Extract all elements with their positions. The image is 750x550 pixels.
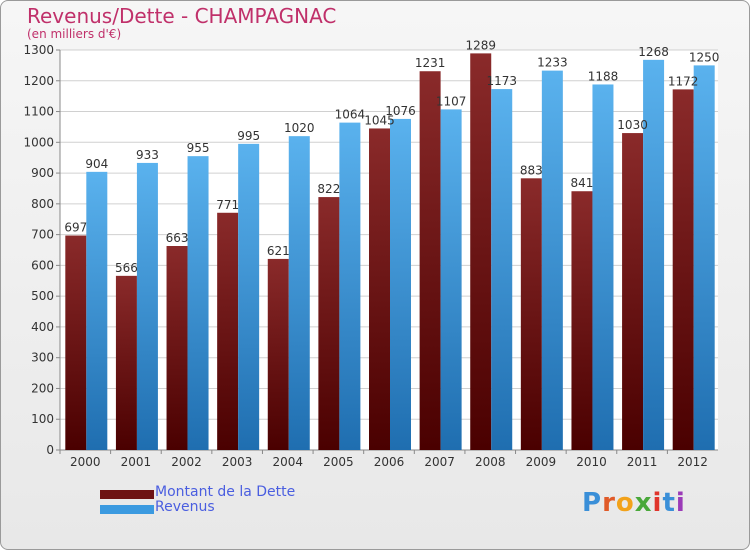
- bar-revenus: [339, 122, 361, 450]
- chart-title: Revenus/Dette - CHAMPAGNAC: [27, 4, 337, 28]
- logo-letter: P: [582, 488, 603, 518]
- bar-dette: [520, 178, 542, 451]
- bar-revenus: [86, 171, 108, 450]
- bar-revenus: [288, 136, 310, 450]
- bar-dette: [571, 191, 593, 450]
- data-label-revenus: 1076: [385, 104, 416, 118]
- x-tick-label: 2006: [374, 455, 405, 469]
- data-label-dette: 841: [571, 176, 594, 190]
- data-label-revenus: 1107: [436, 94, 467, 108]
- data-label-dette: 883: [520, 163, 543, 177]
- x-tick-label: 2011: [627, 455, 658, 469]
- y-tick-label: 1000: [23, 135, 54, 149]
- logo-letter: i: [652, 488, 663, 518]
- bar-revenus: [643, 59, 665, 450]
- bar-revenus: [541, 70, 563, 450]
- y-tick-label: 0: [46, 443, 54, 457]
- x-tick-label: 2010: [576, 455, 607, 469]
- x-tick-label: 2012: [677, 455, 708, 469]
- x-tick-label: 2003: [222, 455, 253, 469]
- data-label-dette: 621: [267, 244, 290, 258]
- bar-dette: [369, 128, 390, 450]
- x-tick-label: 2005: [323, 455, 354, 469]
- y-tick-label: 600: [31, 258, 54, 272]
- data-label-dette: 1030: [617, 118, 648, 132]
- data-label-dette: 822: [317, 182, 340, 196]
- x-tick-label: 2007: [424, 455, 455, 469]
- bar-revenus: [440, 109, 462, 450]
- chart-subtitle: (en milliers d'€): [27, 27, 122, 41]
- y-tick-label: 200: [31, 381, 54, 395]
- data-label-dette: 663: [166, 231, 189, 245]
- y-tick-label: 700: [31, 228, 54, 242]
- data-label-dette: 566: [115, 261, 138, 275]
- logo-letter: i: [675, 488, 686, 518]
- bar-revenus: [693, 65, 715, 450]
- bar-dette: [318, 197, 340, 450]
- data-label-revenus: 1188: [588, 69, 619, 83]
- data-label-revenus: 955: [187, 141, 210, 155]
- y-tick-label: 1300: [23, 43, 54, 57]
- logo-letter: x: [634, 488, 653, 518]
- logo-letter: r: [602, 488, 616, 518]
- legend-label-dette: Montant de la Dette: [155, 484, 296, 500]
- x-tick-label: 2000: [70, 455, 101, 469]
- x-tick-label: 2008: [475, 455, 506, 469]
- y-tick-label: 500: [31, 289, 54, 303]
- bar-revenus: [390, 118, 411, 450]
- bar-revenus: [491, 89, 513, 451]
- bar-dette: [217, 212, 239, 450]
- bar-revenus: [592, 84, 614, 450]
- data-label-dette: 1045: [364, 113, 395, 127]
- data-label-dette: 1231: [415, 56, 446, 70]
- data-label-revenus: 1064: [335, 108, 366, 122]
- data-label-revenus: 1020: [284, 121, 315, 135]
- data-label-revenus: 995: [237, 129, 260, 143]
- data-label-dette: 1289: [465, 38, 496, 52]
- y-tick-label: 100: [31, 412, 54, 426]
- bar-dette: [622, 133, 644, 451]
- y-tick-label: 300: [31, 351, 54, 365]
- data-label-dette: 697: [64, 221, 87, 235]
- bar-dette: [470, 53, 492, 451]
- data-label-revenus: 1268: [638, 45, 669, 59]
- legend-swatch-dette: [100, 490, 154, 499]
- y-tick-label: 900: [31, 166, 54, 180]
- y-tick-label: 800: [31, 197, 54, 211]
- bar-dette: [672, 89, 694, 450]
- bar-revenus: [238, 143, 260, 450]
- bar-dette: [65, 235, 87, 450]
- data-label-dette: 771: [216, 198, 239, 212]
- data-label-revenus: 933: [136, 148, 159, 162]
- legend-swatch-revenus: [100, 505, 154, 514]
- x-tick-label: 2009: [526, 455, 557, 469]
- bar-dette: [115, 275, 137, 450]
- x-tick-label: 2004: [272, 455, 303, 469]
- logo-letter: t: [662, 488, 676, 518]
- y-tick-label: 1200: [23, 74, 54, 88]
- x-tick-label: 2002: [171, 455, 202, 469]
- legend-label-revenus: Revenus: [155, 499, 215, 515]
- bar-revenus: [136, 162, 158, 450]
- data-label-revenus: 1250: [689, 50, 720, 64]
- proxiti-logo: Proxiti: [582, 488, 686, 518]
- bar-revenus: [187, 156, 209, 450]
- data-label-revenus: 1233: [537, 56, 568, 70]
- bar-dette: [166, 246, 188, 450]
- y-tick-label: 1100: [23, 105, 54, 119]
- x-tick-label: 2001: [121, 455, 152, 469]
- bar-dette: [419, 71, 441, 450]
- bar-dette: [267, 258, 289, 450]
- data-label-dette: 1172: [668, 74, 699, 88]
- data-label-revenus: 1173: [486, 74, 517, 88]
- y-tick-label: 400: [31, 320, 54, 334]
- data-label-revenus: 904: [85, 157, 108, 171]
- logo-letter: o: [615, 488, 635, 518]
